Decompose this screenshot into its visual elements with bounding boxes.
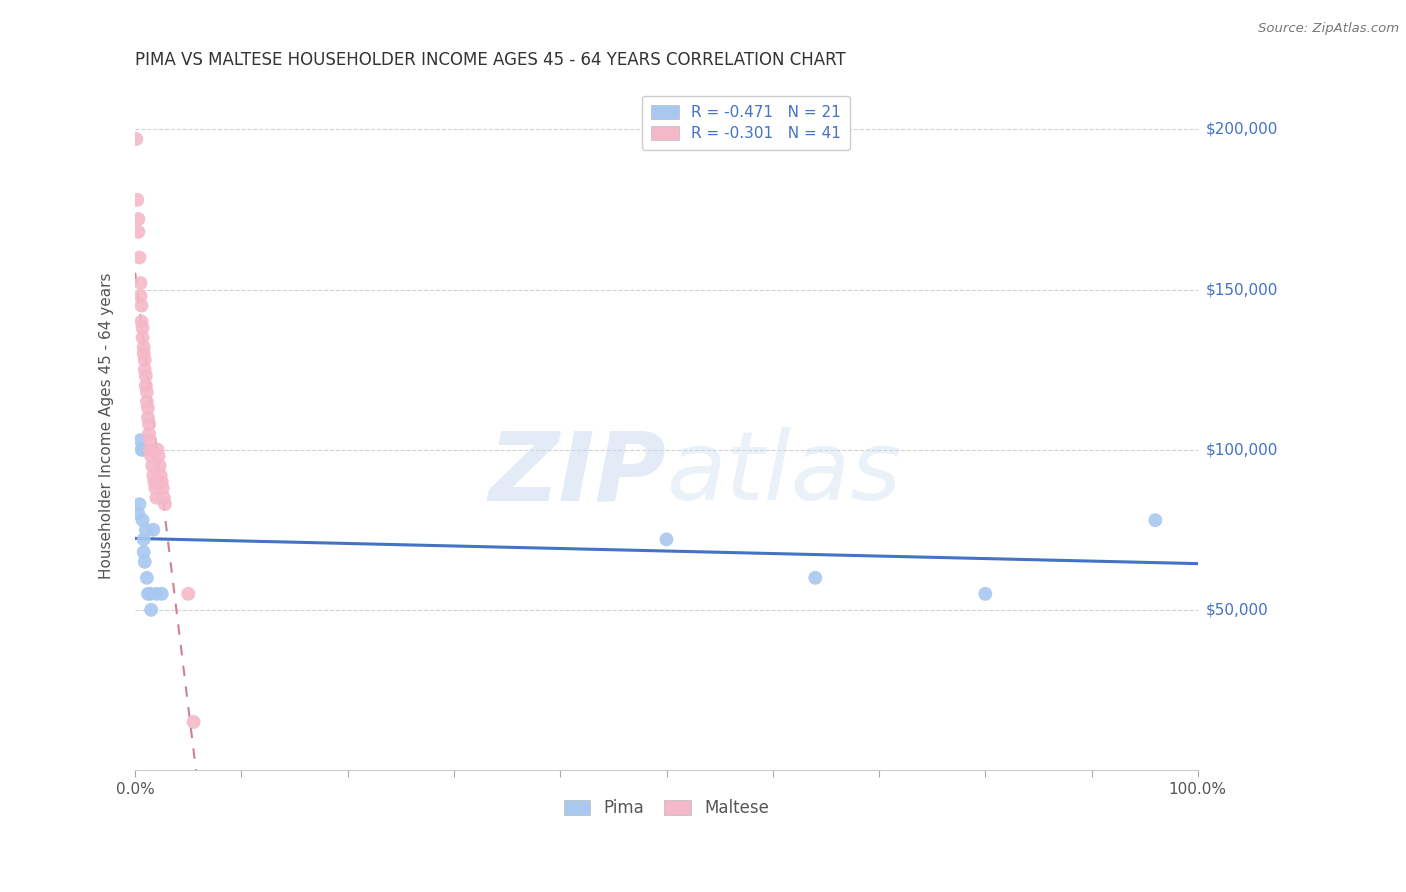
Text: PIMA VS MALTESE HOUSEHOLDER INCOME AGES 45 - 64 YEARS CORRELATION CHART: PIMA VS MALTESE HOUSEHOLDER INCOME AGES … <box>135 51 846 69</box>
Point <box>150 587 173 601</box>
Point <box>149 458 172 473</box>
Point <box>131 513 153 527</box>
Point <box>134 353 156 368</box>
Point <box>131 442 153 457</box>
Point <box>131 315 153 329</box>
Point <box>1144 513 1167 527</box>
Point <box>145 587 167 601</box>
Point <box>139 587 162 601</box>
Text: $150,000: $150,000 <box>1206 282 1278 297</box>
Point <box>974 587 997 601</box>
Point <box>127 193 149 207</box>
Point <box>141 458 163 473</box>
Point <box>153 497 176 511</box>
Point <box>149 468 172 483</box>
Point <box>139 433 162 447</box>
Y-axis label: Householder Income Ages 45 - 64 years: Householder Income Ages 45 - 64 years <box>100 272 114 579</box>
Point <box>142 523 165 537</box>
Point <box>138 426 160 441</box>
Point <box>145 481 167 495</box>
Point <box>129 276 152 290</box>
Point <box>139 449 162 463</box>
Point <box>132 533 155 547</box>
Point <box>177 587 200 601</box>
Point <box>136 410 159 425</box>
Point <box>145 491 167 505</box>
Point <box>136 587 159 601</box>
Text: Source: ZipAtlas.com: Source: ZipAtlas.com <box>1258 22 1399 36</box>
Text: $50,000: $50,000 <box>1206 602 1268 617</box>
Point <box>131 299 153 313</box>
Point <box>153 491 176 505</box>
Point <box>804 571 827 585</box>
Point <box>152 481 174 495</box>
Point <box>146 442 169 457</box>
Point <box>136 401 159 415</box>
Point <box>135 385 157 400</box>
Point <box>135 394 157 409</box>
Point <box>131 330 153 344</box>
Point <box>134 555 156 569</box>
Point <box>655 533 678 547</box>
Point <box>139 442 162 457</box>
Point <box>132 545 155 559</box>
Text: ZIP: ZIP <box>489 427 666 520</box>
Point <box>135 523 157 537</box>
Point <box>127 212 149 227</box>
Point <box>142 468 165 483</box>
Point <box>183 714 205 729</box>
Point <box>131 442 153 457</box>
Point <box>135 571 157 585</box>
Point <box>134 362 156 376</box>
Point <box>128 251 150 265</box>
Point <box>138 417 160 431</box>
Point <box>135 378 157 392</box>
Point <box>139 603 162 617</box>
Text: $100,000: $100,000 <box>1206 442 1278 458</box>
Point <box>135 369 157 384</box>
Point <box>125 132 148 146</box>
Point <box>129 433 152 447</box>
Point <box>143 475 166 489</box>
Point <box>131 321 153 335</box>
Point <box>132 340 155 354</box>
Point <box>150 475 173 489</box>
Point <box>132 346 155 360</box>
Legend: Pima, Maltese: Pima, Maltese <box>557 792 776 823</box>
Point <box>127 507 149 521</box>
Point <box>128 497 150 511</box>
Point <box>129 289 152 303</box>
Text: atlas: atlas <box>666 427 901 520</box>
Point <box>127 225 149 239</box>
Text: $200,000: $200,000 <box>1206 122 1278 136</box>
Point <box>148 449 170 463</box>
